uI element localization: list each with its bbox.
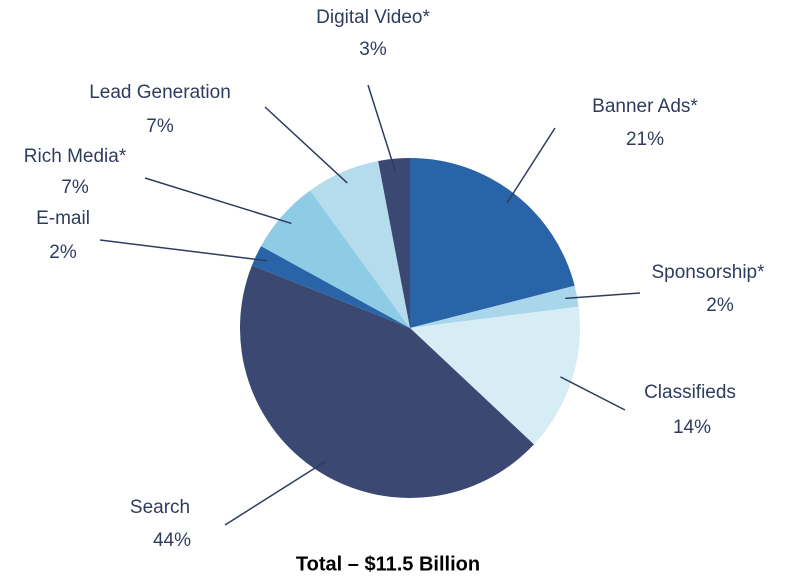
slice-value-label: 21% [626,129,664,150]
leader-line [367,84,396,171]
pie-slice [251,246,410,328]
slice-label: Sponsorship* [651,262,765,283]
slice-label: E-mail [36,208,90,229]
slice-value-label: 2% [706,295,734,316]
leader-line [224,460,326,526]
pie-slice [410,306,580,445]
pie-slice [239,265,534,499]
pie-slice [261,190,410,328]
slice-value-label: 7% [61,177,89,198]
slice-value-label: 14% [673,417,711,438]
slice-value-label: 2% [49,242,77,263]
slice-label: Digital Video* [316,7,430,28]
leader-line [264,106,348,184]
leader-line [560,376,626,411]
leader-line [99,239,268,262]
slice-label: Banner Ads* [592,96,698,117]
slice-label: Lead Generation [89,82,231,103]
leader-line [565,292,641,300]
slice-label: Rich Media* [24,146,127,167]
chart-caption: Total – $11.5 Billion [296,553,480,575]
pie-slice [310,161,410,328]
pie-slice [410,158,575,328]
slice-label: Search [130,497,190,518]
slice-value-label: 44% [153,530,191,551]
leader-line [144,177,292,225]
pie-slice [410,285,579,328]
slice-value-label: 3% [359,39,387,60]
pie-slice [378,158,410,328]
slice-label: Classifieds [644,382,736,403]
slice-value-label: 7% [146,116,174,137]
leader-line [506,127,556,204]
